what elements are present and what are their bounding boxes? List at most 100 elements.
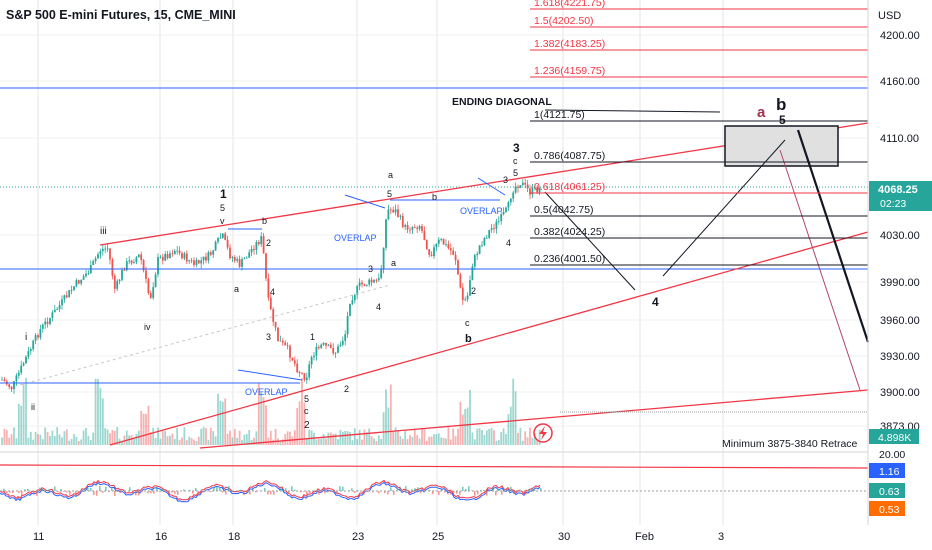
- histogram-bar: [273, 491, 275, 495]
- candle-body: [325, 342, 327, 346]
- candle-body: [77, 280, 80, 284]
- volume-bar: [394, 427, 397, 445]
- candle-body: [70, 289, 73, 291]
- volume-bar: [200, 428, 203, 445]
- candle-body: [493, 228, 495, 230]
- histogram-bar: [108, 491, 110, 493]
- wave-label: 5: [387, 189, 392, 199]
- histogram-bar: [354, 491, 356, 493]
- candle-body: [25, 356, 27, 364]
- histogram-bar: [171, 491, 173, 493]
- wave-label: iv: [144, 322, 151, 332]
- histogram-bar: [138, 491, 140, 496]
- histogram-bar: [399, 486, 401, 491]
- histogram-bar: [18, 491, 20, 494]
- volume-bar: [272, 439, 275, 445]
- oscillator-pane: [0, 451, 868, 503]
- candle-body: [457, 260, 459, 275]
- volume-bar: [481, 429, 483, 445]
- volume-bar: [358, 429, 361, 445]
- candle-body: [406, 225, 409, 230]
- candle-body: [34, 335, 37, 341]
- volume-bar: [346, 431, 349, 445]
- candle-body: [233, 257, 236, 261]
- histogram-bar: [264, 487, 266, 491]
- volume-bar: [99, 387, 102, 445]
- candle-body: [478, 245, 481, 254]
- candle-body: [212, 250, 215, 255]
- candle-body: [205, 256, 207, 261]
- volume-bar: [89, 440, 92, 445]
- wave-label: 5: [304, 394, 309, 404]
- volume-bar: [233, 428, 236, 445]
- volume-bar: [92, 432, 95, 445]
- volume-bar: [44, 427, 47, 445]
- volume-bar: [73, 434, 75, 445]
- volume-bar: [466, 407, 469, 445]
- candle-body: [409, 229, 411, 231]
- histogram-bar: [27, 488, 29, 491]
- candle-body: [416, 227, 419, 229]
- volume-bar: [39, 434, 42, 445]
- candle-body: [161, 256, 164, 261]
- time-axis[interactable]: 11 16 18 23 25 30 Feb 3: [33, 531, 724, 543]
- histogram-bar: [39, 487, 41, 491]
- histogram-bar: [162, 488, 164, 491]
- volume-bar: [447, 427, 450, 445]
- volume-bar: [257, 383, 260, 445]
- candle-body: [20, 365, 23, 373]
- volume-bar: [130, 435, 133, 445]
- volume-bar: [178, 439, 181, 445]
- candle-body: [63, 295, 66, 300]
- histogram-bar: [492, 487, 494, 491]
- candle-body: [305, 377, 308, 380]
- price-axis[interactable]: 4200.00 4160.00 4110.00 4030.00 3990.00 3960.…: [867, 0, 920, 525]
- volume-bar: [49, 435, 51, 445]
- histogram-bar: [114, 491, 116, 496]
- target-zone-box: [724, 125, 839, 167]
- candle-body: [423, 230, 426, 241]
- histogram-bar: [96, 491, 98, 496]
- volume-bar: [65, 429, 68, 445]
- wave-label: c: [465, 318, 470, 328]
- candle-body: [82, 276, 85, 280]
- alert-icon[interactable]: [533, 423, 553, 443]
- candle-body: [193, 260, 195, 265]
- volume-bar: [34, 431, 37, 445]
- volume-bar: [538, 429, 541, 445]
- candle-body: [301, 372, 303, 374]
- volume-bar: [121, 440, 123, 445]
- volume-bar: [397, 430, 399, 445]
- candle-body: [281, 340, 284, 343]
- histogram-bar: [339, 486, 341, 491]
- histogram-bar: [201, 491, 203, 493]
- candle-body: [363, 284, 366, 286]
- candle-body: [413, 227, 416, 228]
- candle-body: [53, 309, 56, 313]
- candle-body: [536, 187, 539, 193]
- volume-bar: [392, 430, 395, 445]
- volume-bar: [202, 427, 205, 445]
- time-tick: 30: [558, 531, 570, 543]
- volume-bar: [224, 398, 227, 445]
- histogram-bar: [42, 489, 44, 491]
- candle-body: [111, 259, 114, 276]
- histogram-bar: [48, 489, 50, 491]
- histogram-bar: [540, 488, 542, 491]
- volume-bar: [87, 435, 90, 445]
- volume-bar: [428, 436, 431, 445]
- fib-label: 1.618(4221.75): [534, 0, 605, 9]
- histogram-bar: [438, 491, 440, 496]
- volume-bar: [77, 440, 80, 445]
- volume-bar: [404, 431, 407, 445]
- histogram-bar: [12, 491, 14, 493]
- wave-label: 5: [220, 203, 225, 213]
- volume-bar: [253, 437, 255, 445]
- candle-body: [238, 259, 241, 267]
- volume-bar: [449, 439, 452, 445]
- wave-label: i: [25, 332, 27, 343]
- histogram-bar: [474, 491, 476, 496]
- volume-bar: [495, 440, 498, 445]
- volume-bar: [327, 432, 330, 445]
